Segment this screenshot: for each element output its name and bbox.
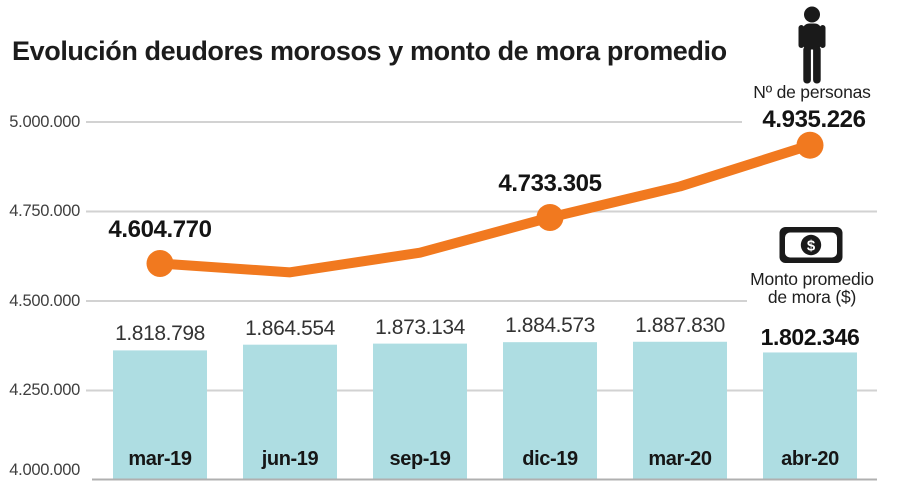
- y-axis-tick-label: 5.000.000: [9, 113, 80, 131]
- bar-value-label: 1.864.554: [245, 316, 335, 340]
- banknote-icon: $: [779, 227, 843, 263]
- category-label: mar-20: [648, 448, 712, 470]
- category-label: dic-19: [522, 448, 578, 470]
- line-point-marker: [796, 131, 824, 159]
- trend-line: [155, 140, 815, 278]
- line-point-label: 4.935.226: [762, 106, 866, 134]
- person-icon: [798, 6, 826, 84]
- legend-amount-label: Monto promedio de mora ($): [722, 269, 900, 307]
- bar-value-label: 1.802.346: [760, 324, 860, 351]
- y-axis-tick-label: 4.500.000: [9, 292, 80, 310]
- bar-dic-19: [503, 342, 597, 479]
- bar-value-label: 1.873.134: [375, 315, 465, 339]
- line-point-label: 4.733.305: [498, 170, 602, 198]
- chart-title: Evolución deudores morosos y monto de mo…: [12, 36, 727, 66]
- category-label: abr-20: [781, 448, 839, 470]
- bar-mar-20: [633, 341, 727, 479]
- y-axis-tick-label: 4.000.000: [9, 461, 80, 479]
- bar-jun-19: [243, 344, 337, 479]
- bar-abr-20: [763, 352, 857, 479]
- category-label: sep-19: [389, 448, 451, 470]
- category-label: mar-19: [128, 448, 192, 470]
- line-point-marker: [536, 203, 564, 231]
- bar-sep-19: [373, 343, 467, 479]
- y-axis-tick-label: 4.250.000: [9, 381, 80, 399]
- legend-amount-line2: de mora ($): [767, 286, 857, 307]
- bar-value-label: 1.887.830: [635, 313, 725, 337]
- legend-persons-label: Nº de personas: [753, 82, 871, 102]
- line-point-marker: [146, 249, 174, 277]
- bar-value-label: 1.884.573: [505, 314, 595, 338]
- dollar-sign: $: [807, 237, 816, 254]
- line-point-label: 4.604.770: [108, 216, 212, 244]
- legend-amount-line1: Monto promedio: [750, 269, 874, 289]
- y-axis-tick-label: 4.750.000: [9, 202, 80, 220]
- bar-value-label: 1.818.798: [115, 322, 205, 346]
- category-label: jun-19: [261, 448, 319, 470]
- bar-mar-19: [113, 350, 207, 479]
